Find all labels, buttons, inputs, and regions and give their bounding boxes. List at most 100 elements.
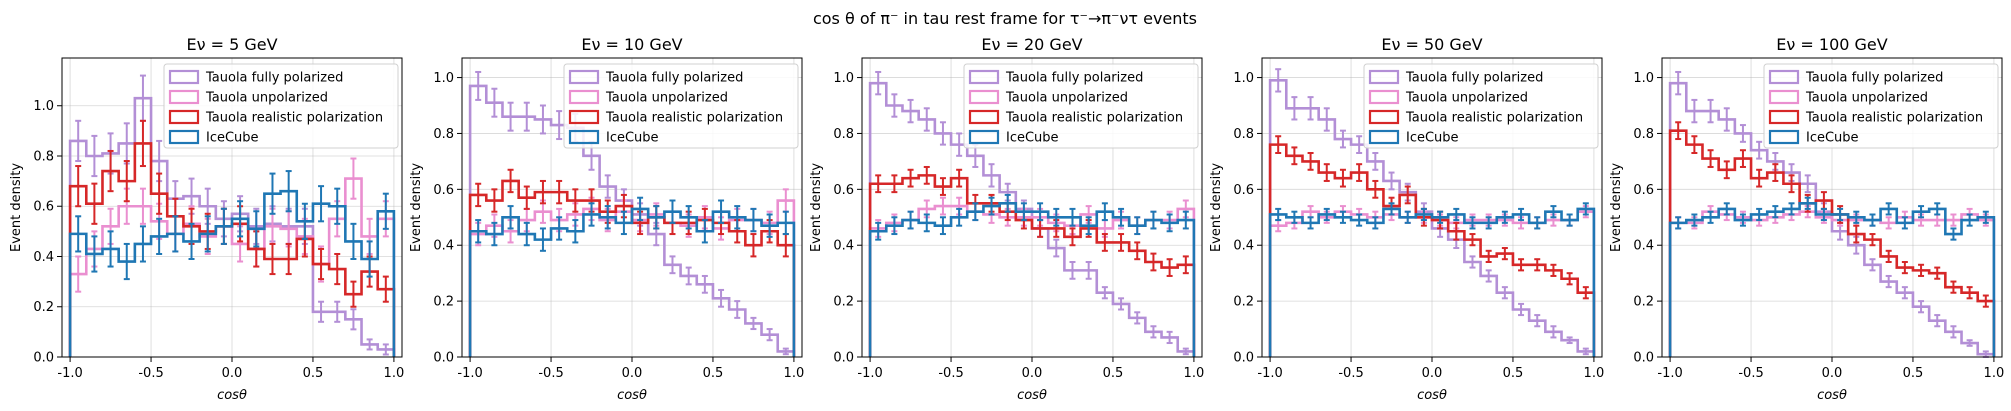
x-tick-label: 1.0 [1984, 366, 2005, 381]
x-tick-label: 0.5 [703, 366, 724, 381]
y-tick-label: 1.0 [433, 71, 454, 86]
panel-2: -1.0 -0.5 0.0 0.5 1.0 0.0 0.2 0.4 0.6 0.8 1.0 cosθ E… [409, 35, 804, 403]
histogram-step [1668, 202, 1996, 357]
legend-label: IceCube [1006, 131, 1059, 146]
legend: Tauola fully polarized Tauola unpolarized… [1363, 63, 1599, 149]
legend-label: Tauola fully polarized [605, 71, 743, 86]
panel-1: -1.0 -0.5 0.0 0.5 1.0 0.0 0.2 0.4 0.6 0.8 1.0 cosθ E… [9, 35, 404, 403]
y-tick-label: 0.0 [1233, 351, 1254, 366]
x-tick-label: 0.0 [1022, 366, 1043, 381]
legend-swatch [568, 89, 600, 105]
series-icecube [1668, 196, 1996, 357]
x-tick-label: 0.5 [1903, 366, 1924, 381]
x-tick-label: -0.5 [538, 366, 563, 381]
x-tick-label: -0.5 [1338, 366, 1363, 381]
legend-swatch [1368, 109, 1400, 125]
x-tick-label: 0.5 [1503, 366, 1524, 381]
legend-label: Tauola realistic polarization [1405, 111, 1583, 126]
series-icecube [68, 170, 396, 357]
x-tick-label: -1.0 [1257, 366, 1282, 381]
series-icecube [868, 193, 1196, 357]
series-icecube [1268, 202, 1596, 357]
series-polarized [1668, 70, 1996, 358]
legend-swatch [568, 69, 600, 85]
legend-label: Tauola fully polarized [205, 71, 343, 86]
x-tick-label: -0.5 [138, 366, 163, 381]
legend-box [563, 63, 799, 149]
legend-label: Tauola unpolarized [1805, 91, 1928, 106]
x-tick-label: -1.0 [57, 366, 82, 381]
legend-swatch [168, 89, 200, 105]
legend-label: Tauola unpolarized [605, 91, 728, 106]
histogram-step [1668, 81, 1996, 357]
x-tick-label: 1.0 [784, 366, 805, 381]
x-tick-label: 0.0 [1822, 366, 1843, 381]
legend-label: Tauola unpolarized [1005, 91, 1128, 106]
y-tick-label: 0.8 [33, 149, 54, 164]
y-tick-label: 0.6 [1633, 183, 1654, 198]
legend-swatch [1368, 129, 1400, 145]
legend: Tauola fully polarized Tauola unpolarized… [163, 63, 399, 149]
legend-swatch [1768, 89, 1800, 105]
x-axis-label: cosθ [617, 388, 647, 403]
y-tick-label: 1.0 [1633, 71, 1654, 86]
panel-title: Eν = 10 GeV [581, 35, 682, 54]
legend-label: IceCube [606, 131, 659, 146]
x-tick-label: 0.0 [222, 366, 243, 381]
x-axis-label: cosθ [1017, 388, 1047, 403]
legend: Tauola fully polarized Tauola unpolarized… [563, 63, 799, 149]
y-tick-label: 1.0 [1233, 71, 1254, 86]
legend-label: Tauola unpolarized [205, 91, 328, 106]
legend-label: Tauola unpolarized [1405, 91, 1528, 106]
panel-3: -1.0 -0.5 0.0 0.5 1.0 0.0 0.2 0.4 0.6 0.8 1.0 cosθ E… [809, 35, 1204, 403]
histogram-step [868, 81, 1196, 357]
panel-title: Eν = 20 GeV [981, 35, 1082, 54]
legend-label: IceCube [206, 131, 259, 146]
y-axis-label: Event density [9, 163, 24, 252]
x-axis-label: cosθ [217, 388, 247, 403]
legend-label: Tauola fully polarized [1405, 71, 1543, 86]
y-tick-label: 0.0 [433, 351, 454, 366]
panel-5: -1.0 -0.5 0.0 0.5 1.0 0.0 0.2 0.4 0.6 0.8 1.0 cosθ E… [1609, 35, 2004, 403]
legend-swatch [1768, 69, 1800, 85]
x-axis-label: cosθ [1417, 388, 1447, 403]
legend: Tauola fully polarized Tauola unpolarized… [1763, 63, 1999, 149]
y-axis-label: Event density [1209, 163, 1224, 252]
y-tick-label: 0.2 [833, 295, 854, 310]
legend-box [1363, 63, 1599, 149]
y-tick-label: 0.0 [833, 351, 854, 366]
x-tick-label: -1.0 [1657, 366, 1682, 381]
y-tick-label: 0.0 [33, 351, 54, 366]
legend-swatch [168, 69, 200, 85]
histogram-step [468, 207, 796, 357]
figure-suptitle: cos θ of π⁻ in tau rest frame for τ⁻→π⁻ν… [813, 9, 1197, 28]
y-tick-label: 0.6 [1233, 183, 1254, 198]
legend-label: Tauola realistic polarization [1005, 111, 1183, 126]
legend-label: Tauola fully polarized [1005, 71, 1143, 86]
y-tick-label: 0.6 [433, 183, 454, 198]
x-tick-label: 0.0 [1422, 366, 1443, 381]
legend-box [1763, 63, 1999, 149]
x-tick-label: -1.0 [857, 366, 882, 381]
legend-swatch [968, 69, 1000, 85]
y-axis-label: Event density [809, 163, 824, 252]
x-tick-label: 0.5 [303, 366, 324, 381]
histogram-step [868, 174, 1196, 357]
legend-box [163, 63, 399, 149]
legend-label: Tauola realistic polarization [1805, 111, 1983, 126]
legend-swatch [968, 129, 1000, 145]
y-tick-label: 0.8 [1633, 127, 1654, 142]
legend-label: IceCube [1806, 131, 1859, 146]
y-tick-label: 0.8 [433, 127, 454, 142]
series-realistic [868, 165, 1196, 357]
histogram-step [1268, 79, 1596, 357]
legend-label: IceCube [1406, 131, 1459, 146]
series-icecube [468, 196, 796, 357]
x-tick-label: 1.0 [1184, 366, 1205, 381]
legend-swatch [568, 109, 600, 125]
y-tick-label: 0.2 [1233, 295, 1254, 310]
panel-4: -1.0 -0.5 0.0 0.5 1.0 0.0 0.2 0.4 0.6 0.8 1.0 cosθ E… [1209, 35, 1604, 403]
legend-swatch [1768, 129, 1800, 145]
y-tick-label: 0.4 [833, 239, 854, 254]
